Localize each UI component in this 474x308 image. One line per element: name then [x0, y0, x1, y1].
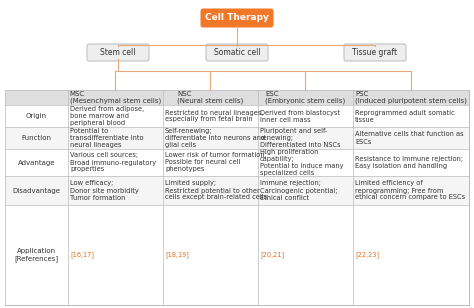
Text: Lower risk of tumor formation;
Possible for neural cell
phenotypes: Lower risk of tumor formation; Possible … — [165, 152, 267, 172]
Text: [18,19]: [18,19] — [165, 252, 189, 258]
Text: Disadvantage: Disadvantage — [12, 188, 61, 193]
Text: Tissue graft: Tissue graft — [353, 48, 398, 57]
Text: Origin: Origin — [26, 113, 47, 119]
Bar — [5, 149, 469, 176]
Text: Alternative cells that function as
ESCs: Alternative cells that function as ESCs — [355, 132, 464, 144]
Text: Potential to
transdifferentiate into
neural lineages: Potential to transdifferentiate into neu… — [70, 128, 144, 148]
FancyBboxPatch shape — [344, 44, 406, 61]
Text: Resistance to immune rejection;
Easy isolation and handling: Resistance to immune rejection; Easy iso… — [355, 156, 463, 169]
Bar — [5, 90, 469, 105]
FancyBboxPatch shape — [206, 44, 268, 61]
Text: Self-renewing;
differentiate into neurons and
glial cells: Self-renewing; differentiate into neuron… — [165, 128, 265, 148]
Text: PSC
(Induced pluripotent stem cells): PSC (Induced pluripotent stem cells) — [355, 91, 467, 104]
Text: [20,21]: [20,21] — [260, 252, 284, 258]
Text: Pluripotent and self-
renewing;
Differentiated into NSCs: Pluripotent and self- renewing; Differen… — [260, 128, 341, 148]
Text: Low efficacy;
Donor site morbidity
Tumor formation: Low efficacy; Donor site morbidity Tumor… — [70, 180, 139, 201]
Text: Advantage: Advantage — [18, 160, 55, 165]
Text: Application
[References]: Application [References] — [14, 248, 59, 262]
Text: Cell Therapy: Cell Therapy — [205, 14, 269, 22]
Text: Immune rejection;
Carcinogenic potential;
Ethical conflict: Immune rejection; Carcinogenic potential… — [260, 180, 337, 201]
Text: Limited efficiency of
reprogramming; Free from
ethical concern compare to ESCs: Limited efficiency of reprogramming; Fre… — [355, 180, 465, 201]
Text: Various cell sources;
Broad immuno-regulatory
properties: Various cell sources; Broad immuno-regul… — [70, 152, 156, 172]
Bar — [5, 105, 469, 127]
Bar — [5, 176, 469, 205]
Text: Reprogrammed adult somatic
tissue: Reprogrammed adult somatic tissue — [355, 110, 455, 123]
FancyBboxPatch shape — [201, 9, 273, 27]
Text: Derived from blastocyst
inner cell mass: Derived from blastocyst inner cell mass — [260, 110, 340, 123]
Text: NSC
(Neural stem cells): NSC (Neural stem cells) — [177, 91, 244, 104]
Text: Function: Function — [21, 135, 52, 141]
Text: Stem cell: Stem cell — [100, 48, 136, 57]
Bar — [5, 205, 469, 305]
Bar — [5, 127, 469, 149]
Text: MSC
(Mesenchymal stem cells): MSC (Mesenchymal stem cells) — [70, 91, 161, 104]
Bar — [5, 90, 469, 305]
Text: ESC
(Embryonic stem cells): ESC (Embryonic stem cells) — [265, 91, 346, 104]
Text: Somatic cell: Somatic cell — [214, 48, 260, 57]
Text: Derived from adipose,
bone marrow and
peripheral blood: Derived from adipose, bone marrow and pe… — [70, 106, 144, 126]
Text: Restricted to neural lineages,
especially from fetal brain: Restricted to neural lineages, especiall… — [165, 110, 264, 123]
Text: [16,17]: [16,17] — [70, 252, 94, 258]
FancyBboxPatch shape — [87, 44, 149, 61]
Text: High proliferation
capability;
Potential to induce many
specialized cells: High proliferation capability; Potential… — [260, 149, 344, 176]
Text: Limited supply;
Restricted potential to other
cells except brain-related cells: Limited supply; Restricted potential to … — [165, 180, 267, 201]
Text: [22,23]: [22,23] — [355, 252, 379, 258]
